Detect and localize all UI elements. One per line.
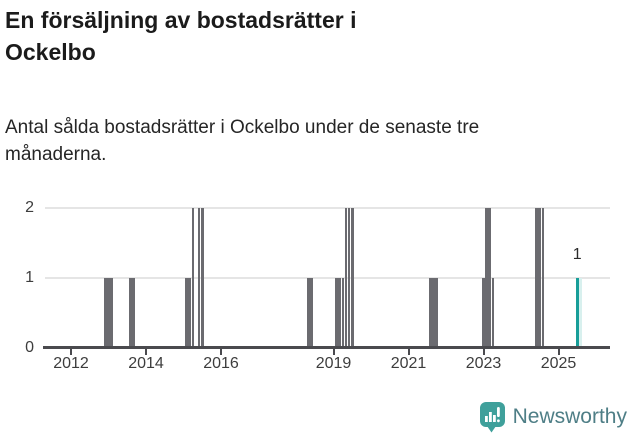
x-axis-tick-label: 2019 — [315, 355, 352, 372]
bar-2013-08 — [129, 278, 132, 348]
bar-2019-06 — [347, 208, 351, 348]
bar-2018-05 — [307, 278, 310, 348]
bar-2012-12 — [104, 278, 107, 348]
y-axis-tick-label: 1 — [25, 269, 34, 286]
x-tick-2016 — [220, 349, 222, 355]
x-tick-2012 — [70, 349, 72, 355]
bar-2015-03 — [188, 278, 192, 348]
gridline-y-1 — [45, 277, 610, 279]
bar-2023-03 — [488, 208, 492, 348]
bar-2015-02 — [185, 278, 188, 348]
bar-2021-08 — [429, 278, 432, 348]
bar-2023-01 — [482, 278, 485, 348]
x-tick-2014 — [145, 349, 147, 355]
bar-2021-09 — [432, 278, 435, 348]
bar-2018-06 — [310, 278, 313, 348]
gridline-y-2 — [45, 207, 610, 209]
newsworthy-icon — [479, 401, 506, 433]
highlight-bar-2025-07 — [575, 278, 579, 348]
chart-title-line2: Ockelbo — [5, 39, 96, 65]
bar-2019-03 — [338, 278, 342, 348]
bar-2024-06 — [535, 208, 538, 348]
bar-2023-04 — [491, 278, 495, 348]
x-axis-tick-label: 2025 — [540, 355, 577, 372]
bar-2015-04 — [191, 208, 195, 348]
x-axis-tick-label: 2021 — [390, 355, 427, 372]
x-tick-2021 — [407, 349, 410, 355]
bar-2019-05 — [344, 208, 348, 348]
x-axis-tick-label: 2012 — [53, 355, 89, 372]
bar-2013-09 — [132, 278, 135, 348]
bar-2019-07 — [350, 208, 354, 348]
x-axis-tick-label: 2023 — [465, 355, 502, 372]
bar-2024-08 — [541, 208, 545, 348]
y-axis-tick-label: 2 — [25, 199, 34, 216]
bar-2023-02 — [485, 208, 488, 348]
newsworthy-wordmark: Newsworthy — [512, 405, 627, 428]
bar-2013-02 — [110, 278, 113, 348]
highlight-bar-glow — [578, 278, 583, 348]
x-axis-tick-label: 2016 — [203, 355, 239, 372]
bar-2019-02 — [335, 278, 338, 348]
y-axis-tick-label: 0 — [25, 339, 34, 356]
x-axis-tick-label: 2014 — [128, 355, 164, 372]
chart-title-line1: En försäljning av bostadsrätter i — [5, 7, 357, 33]
x-tick-2019 — [332, 349, 335, 355]
x-tick-2025 — [557, 349, 560, 355]
x-axis-line — [43, 346, 610, 349]
bar-2019-04 — [341, 278, 345, 348]
highlight-value-label: 1 — [572, 246, 582, 263]
bar-2015-07 — [200, 208, 204, 348]
chart-title: En försäljning av bostadsrätter i Ockelb… — [5, 4, 485, 68]
bar-2024-07 — [538, 208, 542, 348]
bar-2013-01 — [107, 278, 110, 348]
x-tick-2023 — [482, 349, 485, 355]
bar-2021-10 — [435, 278, 438, 348]
bar-2015-06 — [197, 208, 201, 348]
newsworthy-logo: Newsworthy — [479, 401, 627, 433]
chart-subtitle: Antal sålda bostadsrätter i Ockelbo unde… — [5, 117, 480, 165]
